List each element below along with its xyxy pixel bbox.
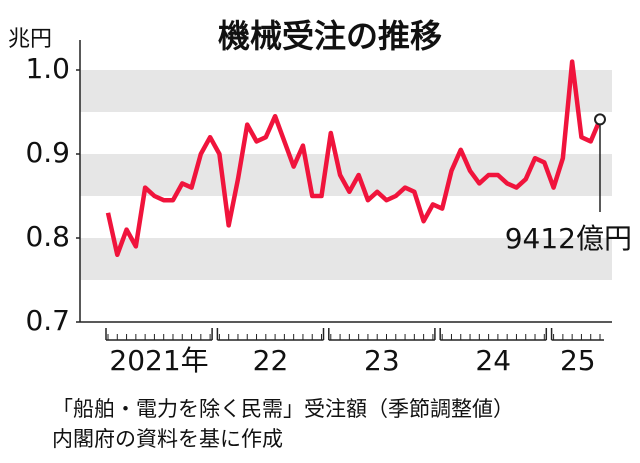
line [105, 59, 603, 258]
band [80, 238, 612, 280]
y-tick-label: 0.9 [25, 136, 70, 169]
end-marker [594, 113, 606, 126]
y-tick-label: 1.0 [25, 52, 70, 85]
annotation: 9412億円 [505, 222, 632, 255]
y-tick-label: 0.8 [25, 220, 70, 253]
y-tick-label: 0.7 [25, 304, 70, 337]
x-tick-label: 2021年 [109, 344, 208, 377]
x-tick-label: 23 [364, 344, 400, 377]
footnote: 「船舶・電力を除く民需」受注額（季節調整値） [52, 397, 514, 421]
band [80, 70, 612, 112]
y-unit: 兆円 [8, 27, 52, 52]
x-tick-label: 24 [475, 344, 511, 377]
x-tick-label: 22 [253, 344, 289, 377]
footnote: 内閣府の資料を基に作成 [52, 427, 283, 451]
chart-title: 機械受注の推移 [218, 17, 442, 55]
x-tick-label: 25 [560, 344, 596, 377]
